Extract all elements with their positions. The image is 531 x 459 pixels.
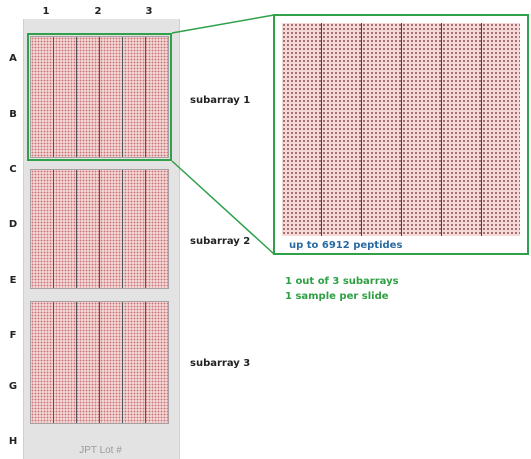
vline — [122, 170, 123, 288]
row-label-e: E — [9, 275, 17, 286]
subarray-2-label: subarray 2 — [190, 236, 251, 247]
column-label-1: 1 — [42, 6, 50, 17]
vline — [53, 37, 54, 157]
row-label-g: G — [8, 381, 18, 392]
vline — [99, 170, 100, 288]
vline — [76, 37, 77, 157]
subarray-1-label: subarray 1 — [190, 95, 251, 106]
subarray-3-label: subarray 3 — [190, 358, 251, 369]
vline — [145, 170, 146, 288]
row-label-a: A — [9, 53, 17, 64]
vline — [76, 170, 77, 288]
peptide-count-caption: up to 6912 peptides — [289, 240, 403, 251]
row-label-h: H — [8, 436, 18, 447]
vline — [122, 302, 123, 423]
row-label-b: B — [9, 109, 17, 120]
row-label-c: C — [9, 164, 17, 175]
vline — [481, 23, 482, 236]
vline — [401, 23, 402, 236]
vline — [361, 23, 362, 236]
vline — [441, 23, 442, 236]
column-label-2: 2 — [94, 6, 102, 17]
subarray-1-highlight — [27, 33, 172, 161]
vline — [53, 302, 54, 423]
column-label-3: 3 — [145, 6, 153, 17]
slide-lot-number: JPT Lot # — [79, 445, 122, 456]
subarray-2-block — [30, 169, 169, 289]
vline — [99, 37, 100, 157]
vline — [76, 302, 77, 423]
row-label-d: D — [8, 219, 18, 230]
subarray-count-note: 1 out of 3 subarrays — [285, 276, 399, 287]
vline — [145, 302, 146, 423]
vline — [99, 302, 100, 423]
vline — [53, 170, 54, 288]
vline — [122, 37, 123, 157]
subarray-1-block — [30, 36, 169, 158]
row-label-f: F — [9, 330, 17, 341]
vline — [321, 23, 322, 236]
vline — [145, 37, 146, 157]
subarray-3-block — [30, 301, 169, 424]
sample-per-slide-note: 1 sample per slide — [285, 291, 389, 302]
zoomed-spot-grid — [282, 23, 520, 236]
zoomed-subarray-panel: up to 6912 peptides — [273, 14, 529, 255]
